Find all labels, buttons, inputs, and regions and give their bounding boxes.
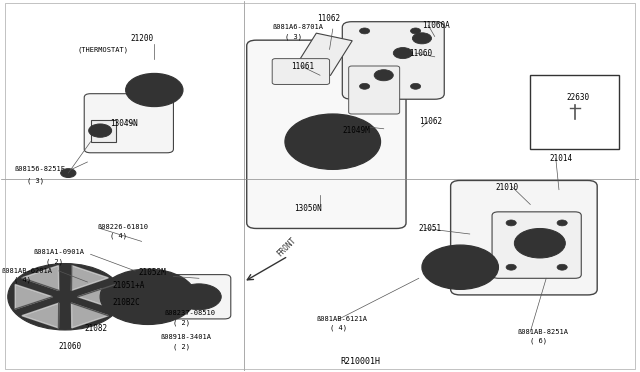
Text: ( 4): ( 4) [109,232,127,239]
Circle shape [360,83,370,89]
Text: ( 6): ( 6) [531,338,547,344]
FancyBboxPatch shape [84,94,173,153]
Circle shape [115,295,123,299]
FancyBboxPatch shape [349,66,399,114]
Circle shape [177,284,221,310]
Text: 21051: 21051 [419,224,442,233]
Text: ( 3): ( 3) [27,177,44,184]
Circle shape [89,124,111,137]
Polygon shape [72,303,108,328]
Bar [91,119,116,142]
FancyBboxPatch shape [167,275,231,319]
Text: ß08918-3401A: ß08918-3401A [161,334,212,340]
FancyBboxPatch shape [246,40,406,228]
Text: 11061: 11061 [291,61,314,71]
Text: ( 2): ( 2) [173,343,191,350]
Circle shape [515,228,565,258]
Bar [294,33,352,76]
Circle shape [506,220,516,226]
Text: 21200: 21200 [130,34,153,43]
Text: 11062: 11062 [419,117,442,126]
Text: 21049M: 21049M [342,126,370,135]
Circle shape [125,73,183,107]
Circle shape [100,269,196,324]
Circle shape [374,70,394,81]
Circle shape [557,264,567,270]
Text: ( 4): ( 4) [330,325,346,331]
Text: ( 2): ( 2) [46,259,63,265]
Circle shape [360,28,370,34]
Text: 22630: 22630 [566,93,589,102]
Polygon shape [15,285,52,309]
Text: 13050N: 13050N [294,203,323,213]
Circle shape [422,245,499,289]
Polygon shape [22,266,59,291]
Text: ( 4): ( 4) [14,277,31,283]
Text: 21082: 21082 [84,324,108,333]
Text: ß081AB-8251A: ß081AB-8251A [518,329,568,335]
Text: (THERMOSTAT): (THERMOSTAT) [78,46,129,52]
Circle shape [61,169,76,177]
Circle shape [412,33,431,44]
Polygon shape [72,266,108,291]
Text: ß081AB-6201A: ß081AB-6201A [1,268,52,274]
FancyBboxPatch shape [342,22,444,99]
Text: ß081AB-6121A: ß081AB-6121A [317,316,368,322]
Circle shape [135,79,173,101]
Text: ß08156-8251F: ß08156-8251F [14,166,65,172]
Text: ß081A1-0901A: ß081A1-0901A [33,250,84,256]
Circle shape [132,288,164,306]
Text: 21060: 21060 [59,342,82,351]
Circle shape [8,263,122,330]
Text: 210B2C: 210B2C [113,298,141,307]
Text: 21014: 21014 [549,154,573,163]
FancyBboxPatch shape [451,180,597,295]
Polygon shape [78,285,115,309]
Circle shape [451,262,470,273]
Text: ( 2): ( 2) [173,320,191,326]
Text: R210001H: R210001H [340,357,381,366]
Circle shape [113,276,183,317]
Circle shape [46,286,84,308]
FancyBboxPatch shape [492,212,581,278]
Text: ß08237-08510: ß08237-08510 [164,310,215,316]
Circle shape [144,311,152,315]
Text: 11060: 11060 [409,49,433,58]
Circle shape [144,278,152,282]
Text: 13049N: 13049N [109,119,138,128]
Polygon shape [22,303,59,328]
Text: 21052M: 21052M [138,268,166,277]
Circle shape [410,83,420,89]
Bar [531,75,620,149]
Circle shape [506,264,516,270]
Text: 11060A: 11060A [422,21,450,30]
Circle shape [285,114,381,169]
Circle shape [173,295,180,299]
Text: 21051+A: 21051+A [113,281,145,290]
Text: 21010: 21010 [495,183,518,192]
Circle shape [567,119,582,128]
Circle shape [557,220,567,226]
Text: ß081A6-8701A: ß081A6-8701A [272,24,323,30]
Circle shape [410,28,420,34]
Text: ß08226-61810: ß08226-61810 [97,224,148,230]
Circle shape [435,253,486,282]
Circle shape [394,48,412,59]
Text: FRONT: FRONT [275,235,298,258]
Text: 11062: 11062 [317,13,340,22]
Circle shape [298,121,368,162]
FancyBboxPatch shape [272,59,330,84]
Text: ( 3): ( 3) [285,33,302,40]
